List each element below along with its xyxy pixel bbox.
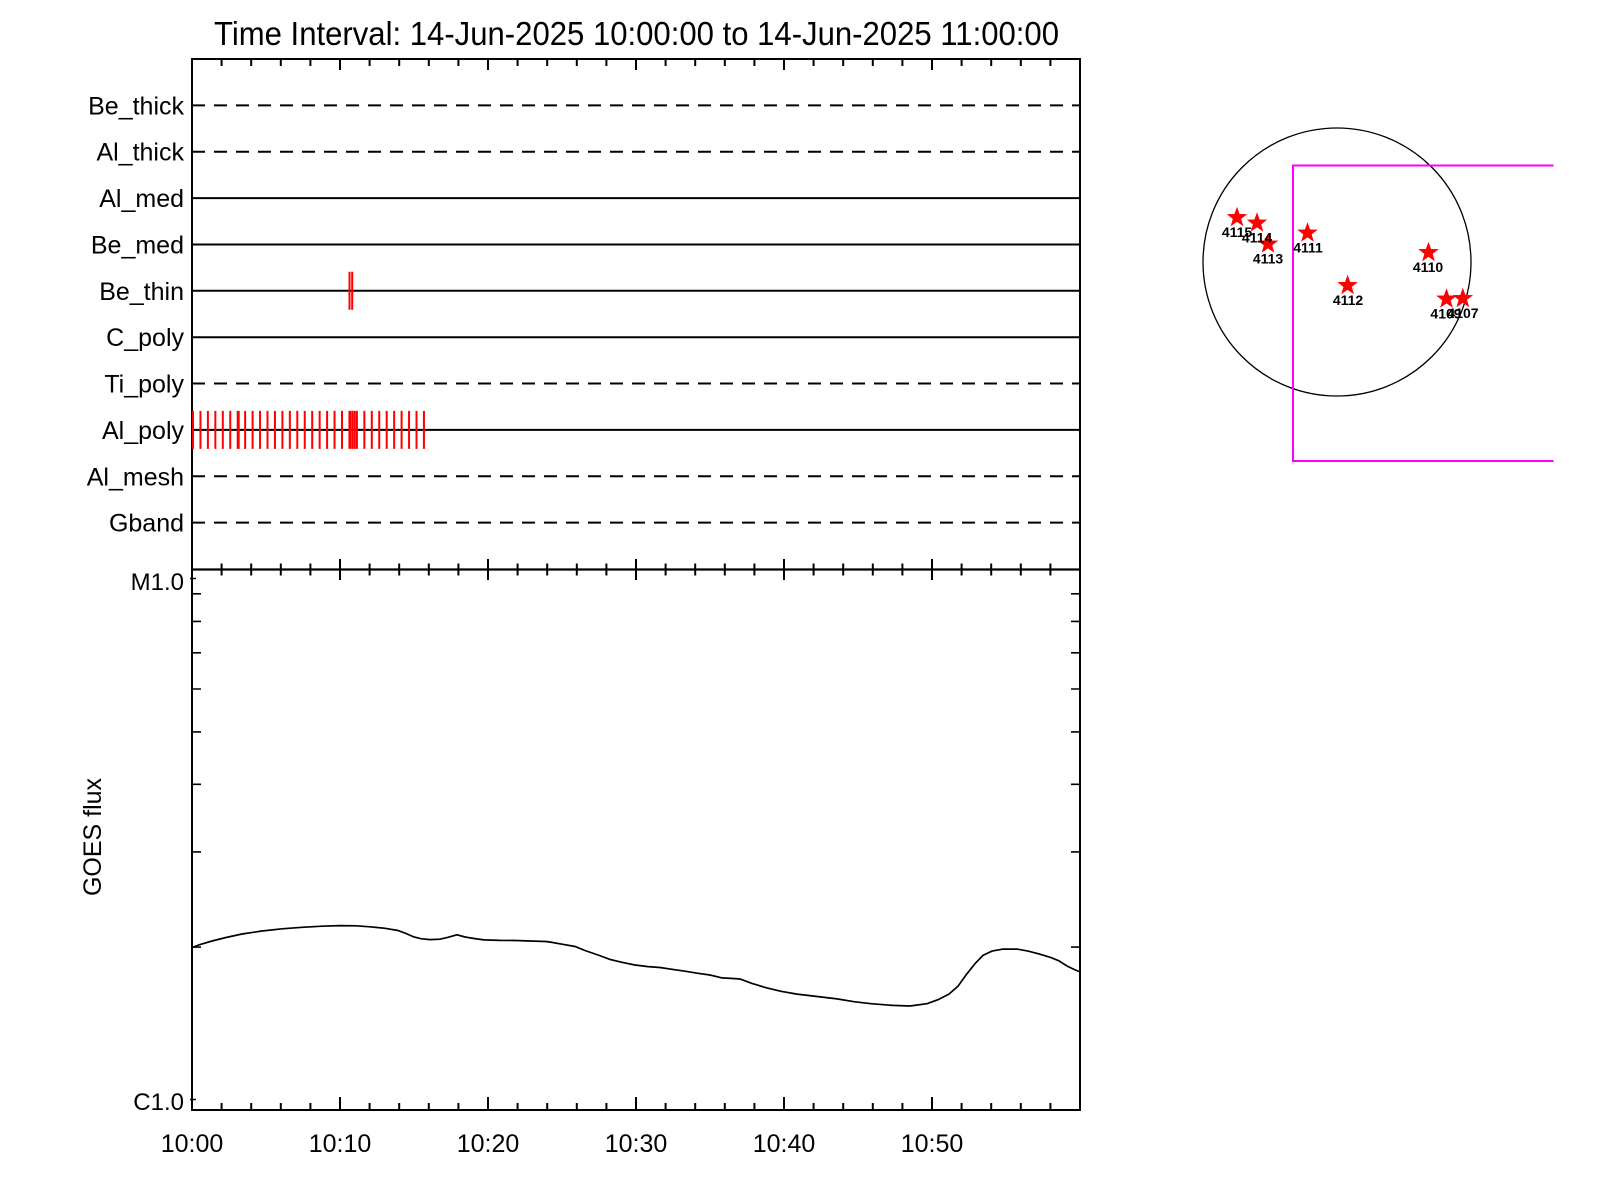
svg-text:4110: 4110 xyxy=(1413,259,1444,275)
svg-text:10:10: 10:10 xyxy=(309,1130,372,1158)
svg-text:Al_med: Al_med xyxy=(99,185,184,213)
svg-text:Al_thick: Al_thick xyxy=(96,139,184,167)
svg-text:10:20: 10:20 xyxy=(457,1130,520,1158)
svg-text:C1.0: C1.0 xyxy=(133,1089,184,1116)
svg-text:4113: 4113 xyxy=(1253,251,1284,267)
svg-text:4109: 4109 xyxy=(1430,306,1461,322)
svg-text:C_poly: C_poly xyxy=(106,324,184,352)
svg-text:10:50: 10:50 xyxy=(901,1130,964,1158)
svg-text:4114: 4114 xyxy=(1242,230,1273,246)
svg-text:4112: 4112 xyxy=(1333,292,1364,308)
svg-text:4111: 4111 xyxy=(1293,240,1323,256)
svg-text:Al_poly: Al_poly xyxy=(102,417,184,445)
svg-text:Gband: Gband xyxy=(109,510,184,538)
svg-text:10:30: 10:30 xyxy=(605,1130,668,1158)
svg-text:10:40: 10:40 xyxy=(753,1130,816,1158)
svg-text:Time Interval: 14-Jun-2025 10:: Time Interval: 14-Jun-2025 10:00:00 to 1… xyxy=(214,15,1059,52)
svg-text:GOES flux: GOES flux xyxy=(79,777,107,896)
svg-text:M1.0: M1.0 xyxy=(131,569,184,596)
svg-text:Ti_poly: Ti_poly xyxy=(104,371,184,399)
svg-text:Be_thick: Be_thick xyxy=(88,92,184,120)
svg-text:Be_med: Be_med xyxy=(91,232,184,260)
svg-text:Al_mesh: Al_mesh xyxy=(87,463,184,491)
svg-text:Be_thin: Be_thin xyxy=(99,278,184,306)
svg-text:4107: 4107 xyxy=(1447,305,1478,321)
svg-text:4115: 4115 xyxy=(1222,224,1253,240)
svg-text:10:00: 10:00 xyxy=(161,1130,224,1158)
